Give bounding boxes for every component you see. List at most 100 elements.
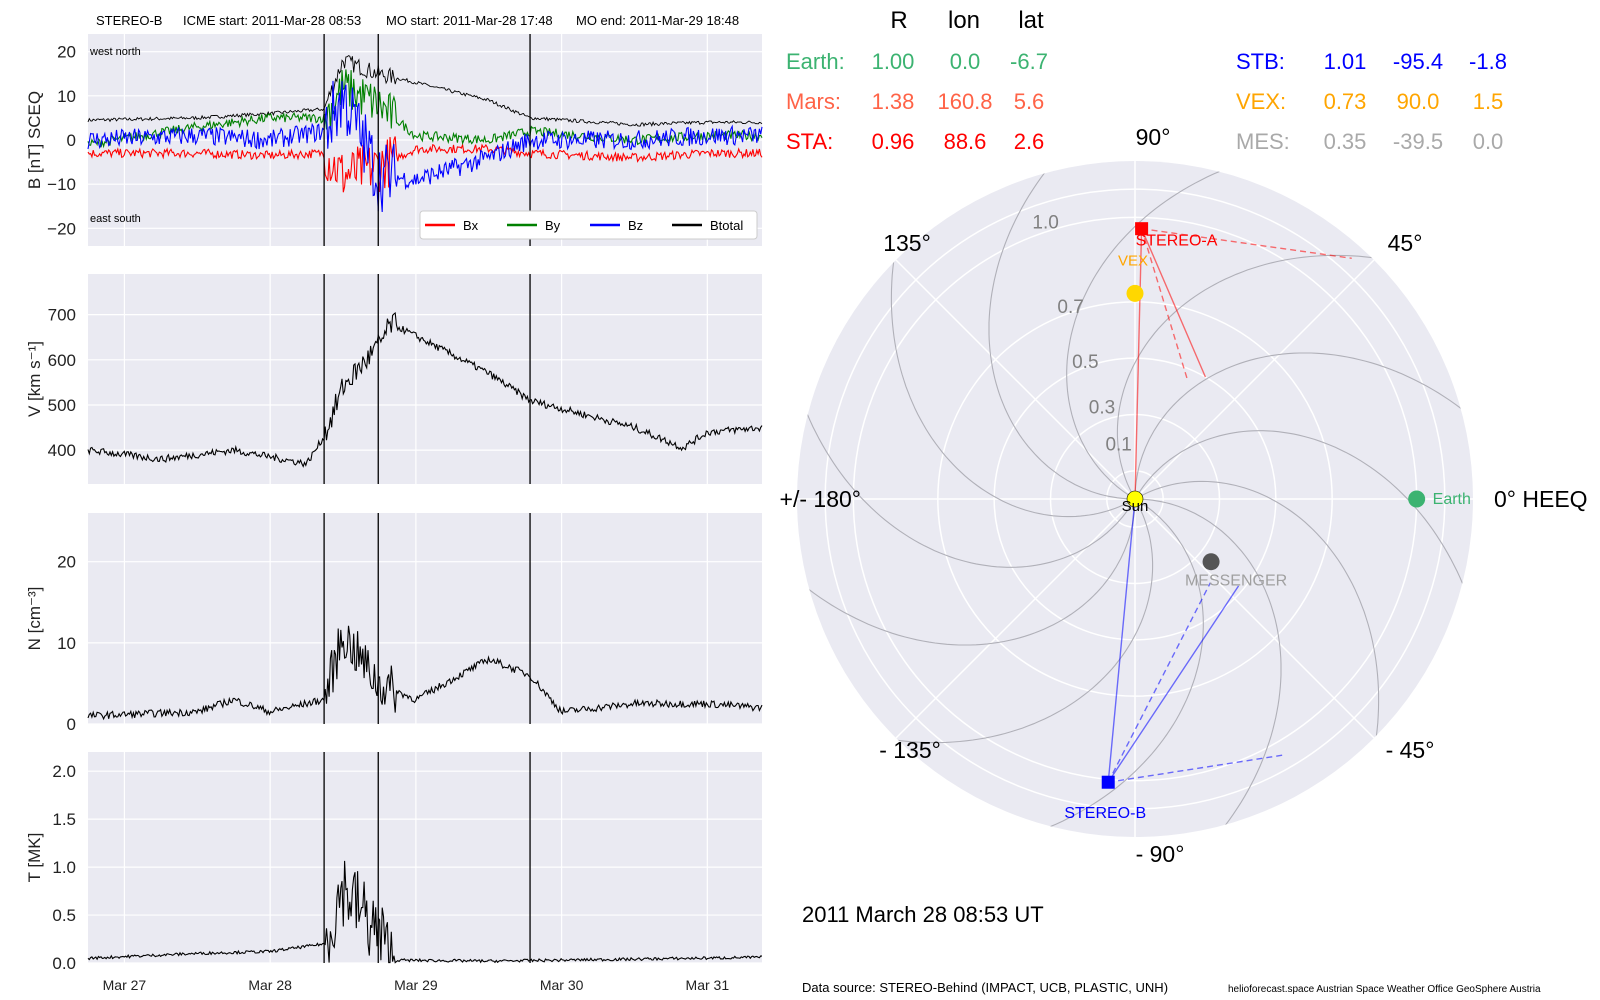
panel-background	[88, 274, 762, 484]
parker-spiral-arm	[1116, 254, 1395, 500]
y-tick-label: 500	[48, 396, 76, 415]
y-axis-label: T [MK]	[25, 833, 44, 883]
legend: Bx By Bz Btotal	[419, 210, 758, 240]
table-cell-name: STB:	[1236, 49, 1285, 74]
annotation-east-south: east south	[90, 213, 141, 225]
parker-spirals	[797, 161, 1473, 837]
angle-label: 90°	[1136, 124, 1171, 150]
x-tick-label: Mar 27	[103, 977, 147, 993]
vex-marker	[1126, 284, 1144, 302]
stb-trace-line	[1107, 585, 1240, 783]
angle-label: - 135°	[879, 737, 941, 763]
vex-label: VEX	[1118, 252, 1148, 269]
stereo-a-label: STEREO-A	[1136, 233, 1218, 250]
parker-spiral-arm	[875, 498, 1154, 744]
sta-trace-line	[1140, 228, 1207, 378]
parker-spiral-arm	[1134, 430, 1472, 606]
panel-B: 20 10 0 −10 −20 B [nT] SCEQ west north east sou…	[25, 34, 763, 246]
radial-tick-label: 0.1	[1105, 435, 1131, 456]
radial-tick-label: 0.7	[1057, 297, 1083, 318]
stereo-b-marker	[1101, 775, 1115, 789]
angular-spoke	[1134, 498, 1375, 739]
x-tick-label: Mar 30	[540, 977, 584, 993]
parker-spiral-arm	[1134, 498, 1282, 837]
table-cell-lon: 0.0	[950, 49, 981, 74]
series-line-n	[87, 625, 763, 721]
angular-spoke	[895, 259, 1136, 500]
y-tick-label: 20	[57, 43, 76, 62]
y-axis-label: B [nT] SCEQ	[25, 91, 44, 189]
table-cell-lat: 2.6	[1014, 129, 1045, 154]
header-icme-start: ICME start: 2011-Mar-28 08:53	[183, 13, 361, 28]
y-tick-label: 1.0	[52, 858, 76, 877]
angular-spoke	[1134, 259, 1375, 500]
table-cell-lon: 88.6	[944, 129, 987, 154]
parker-spiral-arm	[797, 498, 1136, 646]
table-cell-name: VEX:	[1236, 89, 1286, 114]
y-tick-label: 0.0	[52, 954, 76, 973]
y-tick-label: −10	[47, 175, 76, 194]
messenger-label: MESSENGER	[1185, 573, 1287, 590]
earth-marker	[1408, 490, 1426, 508]
table-row: STB: 1.01 -95.4 -1.8	[1236, 49, 1507, 74]
stereo-a-marker	[1135, 222, 1149, 236]
legend-label-bz: Bz	[628, 218, 643, 233]
table-cell-r: 1.38	[872, 89, 915, 114]
stb-trace-line	[1107, 498, 1136, 783]
header-spacecraft: STEREO-B	[96, 13, 162, 28]
angular-spoke	[895, 498, 1136, 739]
y-tick-label: 700	[48, 306, 76, 325]
stereo-b-label: STEREO-B	[1064, 805, 1146, 822]
x-tick-label: Mar 31	[686, 977, 730, 993]
table-cell-r: 0.73	[1324, 89, 1367, 114]
parker-spiral-arm	[890, 239, 1136, 518]
footer-timestamp: 2011 March 28 08:53 UT	[802, 902, 1044, 927]
polar-plot: 0.1 0.3 0.5 0.7 1.0 90° 45° 0° HEEQ - 45° - 90° - …	[780, 124, 1588, 867]
table-header-lat: lat	[1018, 7, 1044, 34]
table-cell-lon: 90.0	[1397, 89, 1440, 114]
sta-trace-line	[1141, 227, 1352, 259]
y-axis-label: V [km s⁻¹]	[25, 341, 44, 417]
sta-trace-line	[1134, 228, 1143, 500]
parker-spiral-arm	[798, 392, 1136, 568]
footer-credits: helioforecast.space Austrian Space Weath…	[1228, 984, 1541, 995]
sun-marker	[1126, 490, 1144, 508]
legend-label-btotal: Btotal	[710, 218, 743, 233]
y-tick-label: 400	[48, 441, 76, 460]
y-tick-label: 0	[67, 715, 76, 734]
annotation-west-north: west north	[89, 46, 141, 58]
table-row: STA: 0.96 88.6 2.6	[786, 129, 1044, 154]
table-row: Earth: 1.00 0.0 -6.7	[786, 49, 1048, 74]
series-line-bz	[87, 80, 763, 213]
messenger-marker	[1202, 553, 1220, 571]
table-header-lon: lon	[948, 7, 980, 34]
table-cell-name: Earth:	[786, 49, 845, 74]
y-tick-label: −20	[47, 219, 76, 238]
y-tick-label: 1.5	[52, 810, 76, 829]
panel-background	[88, 752, 762, 963]
series-line-by	[87, 69, 763, 149]
parker-spiral-arm	[988, 161, 1136, 500]
series-line-btotal	[87, 55, 763, 127]
legend-label-bx: Bx	[463, 218, 479, 233]
table-cell-lat: -1.8	[1469, 49, 1507, 74]
table-cell-lat: 1.5	[1473, 89, 1504, 114]
parker-spiral-arm	[1134, 352, 1473, 500]
y-tick-label: 0	[67, 131, 76, 150]
parker-spiral-arm	[1066, 162, 1242, 500]
table-header-r: R	[890, 7, 907, 34]
table-cell-name: STA:	[786, 129, 833, 154]
radial-tick-label: 0.5	[1072, 352, 1098, 373]
table-cell-r: 0.35	[1324, 129, 1367, 154]
series-line-v	[87, 311, 763, 468]
stb-trace-line	[1107, 582, 1212, 783]
figure-header: STEREO-B ICME start: 2011-Mar-28 08:53 M…	[96, 13, 739, 28]
table-cell-r: 1.00	[872, 49, 915, 74]
series-line-bx	[87, 136, 763, 193]
angle-label: +/- 180°	[780, 486, 861, 512]
header-mo-end: MO end: 2011-Mar-29 18:48	[576, 13, 739, 28]
x-tick-label: Mar 28	[248, 977, 292, 993]
table-row: Mars: 1.38 160.8 5.6	[786, 89, 1044, 114]
radial-tick-label: 0.3	[1089, 398, 1115, 419]
